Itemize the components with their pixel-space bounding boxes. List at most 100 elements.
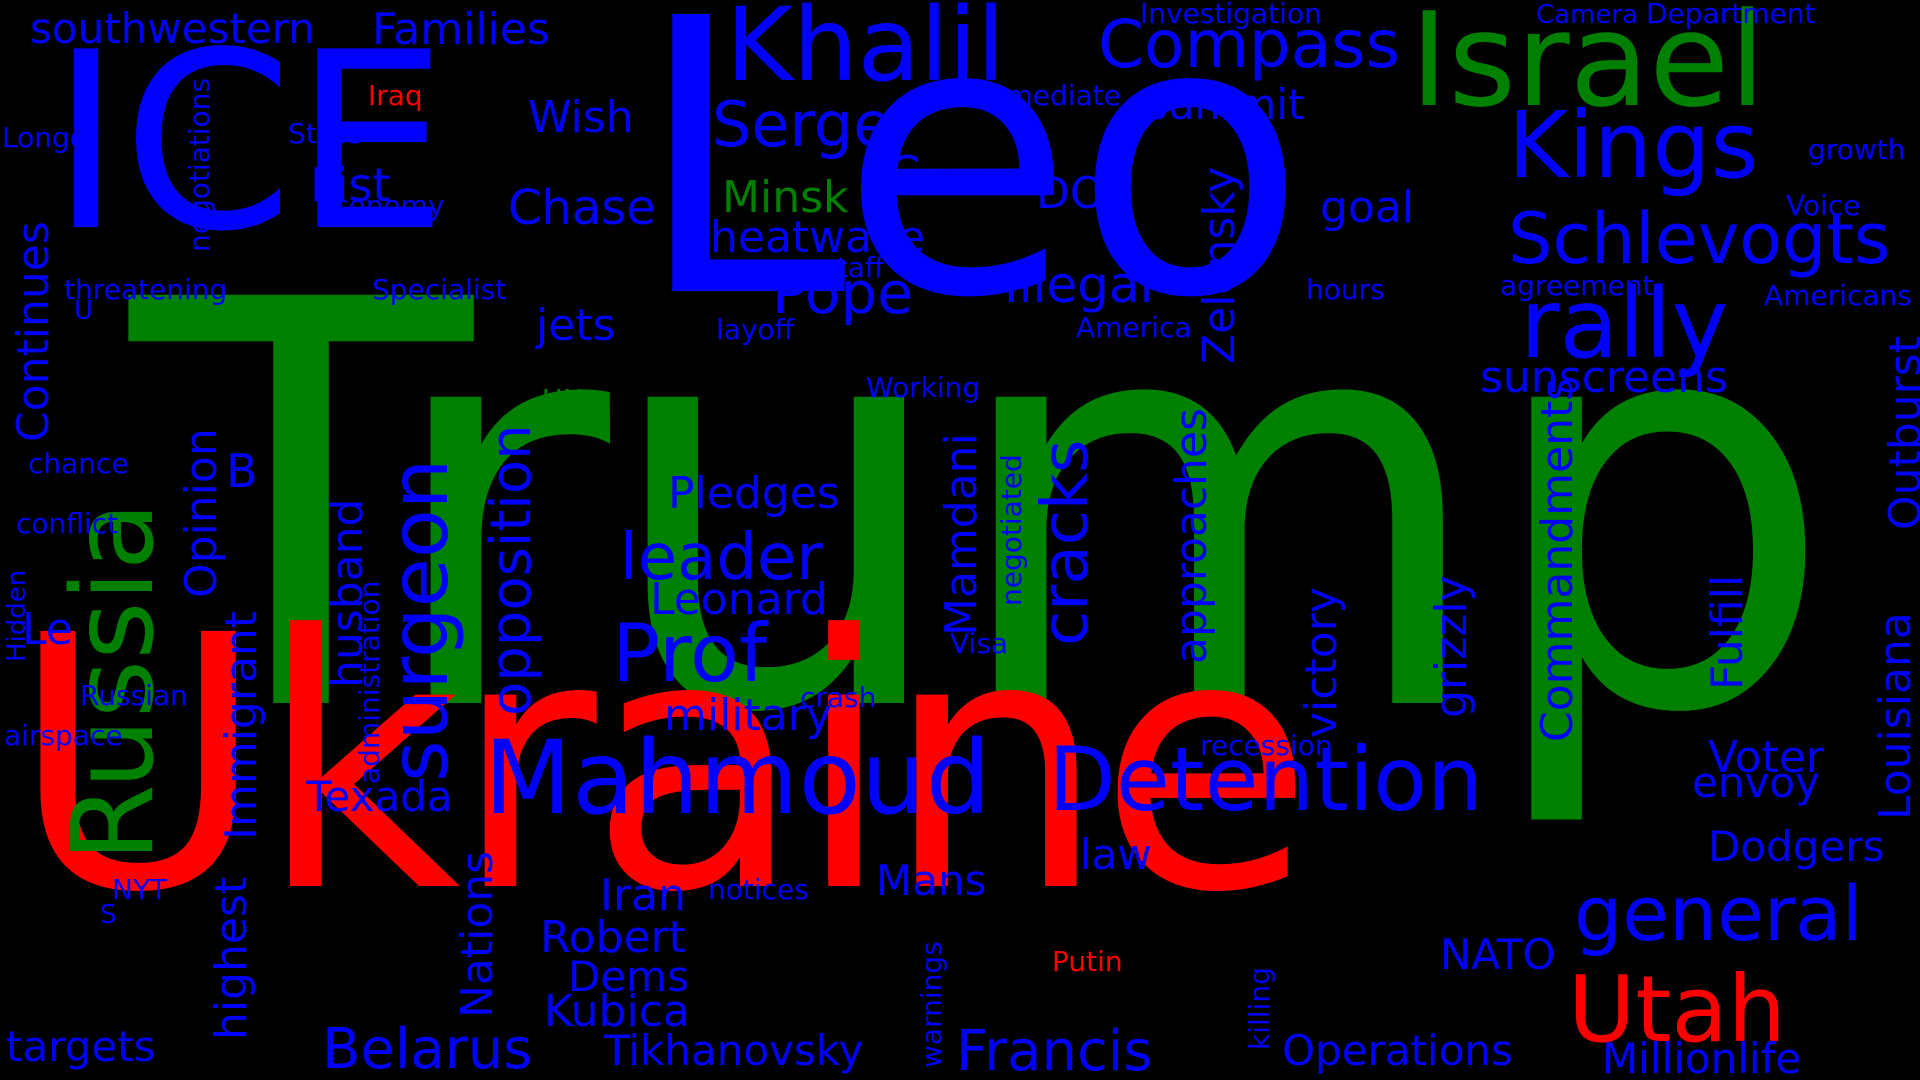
word-mahmoud: Mahmoud <box>484 719 991 838</box>
word-highest: highest <box>206 876 257 1040</box>
word-nations: Nations <box>452 850 503 1018</box>
word-texada: Texada <box>306 772 453 821</box>
word-visa: Visa <box>950 627 1009 660</box>
word-tikhanovsky: Tikhanovsky <box>604 1026 864 1075</box>
word-conflict: conflict <box>16 507 119 540</box>
word-immediate: Immediate <box>970 79 1121 112</box>
word-utah: Utah <box>1568 956 1787 1063</box>
word-law: law <box>1080 830 1152 879</box>
word-camera: Camera <box>1536 0 1639 30</box>
word-francis: Francis <box>956 1019 1153 1080</box>
word-layoff: layoff <box>716 313 794 346</box>
word-iraq: Iraq <box>368 79 423 112</box>
word-b: B <box>226 444 258 498</box>
word-leo: Leo <box>635 0 1307 381</box>
word-cracks: cracks <box>1029 439 1103 646</box>
word-growth: growth <box>1808 133 1906 166</box>
word-russian: Russian <box>80 679 188 712</box>
word-nato: NATO <box>1440 930 1556 979</box>
word-opposition: opposition <box>479 424 544 716</box>
word-c: C <box>888 146 921 200</box>
word-wish: Wish <box>528 92 634 143</box>
word-staff: staff <box>822 251 885 284</box>
word-military: military <box>664 690 832 741</box>
word-voter: Voter <box>1708 732 1825 783</box>
word-ukraine: Ukraine <box>10 561 1314 969</box>
word-envoy: envoy <box>1692 758 1820 807</box>
word-doj: DOJ <box>1036 168 1118 219</box>
word-grizzly: grizzly <box>1426 575 1477 718</box>
word-surgeon: surgeon <box>373 458 466 782</box>
word-hidden: Hidden <box>2 569 32 662</box>
word-kings: Kings <box>1508 92 1759 199</box>
word-approaches: approaches <box>1166 408 1217 664</box>
word-prof: Prof <box>612 607 768 700</box>
word-robert: Robert <box>540 912 686 963</box>
word-investigation: Investigation <box>1140 0 1322 30</box>
word-dems: Dems <box>568 952 689 1001</box>
word-airspace: airspace <box>4 719 123 752</box>
word-u: U <box>74 296 94 326</box>
word-economy: economy <box>316 189 445 222</box>
word-rally: rally <box>1520 268 1729 380</box>
word-khalil: Khalil <box>726 0 1006 105</box>
word-minsk: Minsk <box>722 172 849 223</box>
word-killing: killing <box>1243 967 1276 1050</box>
word-families: Families <box>372 4 550 55</box>
word-un: UN <box>542 383 584 416</box>
word-le: Le <box>22 604 73 655</box>
word-millionlife: Millionlife <box>1602 1034 1802 1080</box>
word-state: State <box>288 117 363 150</box>
word-fulfill: Fulfill <box>1702 574 1753 690</box>
word-voice: Voice <box>1786 189 1861 222</box>
word-recession: recession <box>1200 729 1333 762</box>
word-mans: Mans <box>876 856 987 905</box>
word-warnings: warnings <box>915 941 948 1068</box>
word-ice: ICE <box>50 0 449 285</box>
word-outburst: Outburst <box>1880 336 1920 530</box>
word-victory: victory <box>1296 587 1347 738</box>
word-belarus: Belarus <box>322 1017 533 1080</box>
word-compass: Compass <box>1098 6 1400 83</box>
word-illegal: Illegal <box>1004 256 1154 314</box>
word-leader: leader <box>620 521 823 595</box>
word-targets: targets <box>6 1022 156 1071</box>
word-negotiations: negotiations <box>183 77 216 252</box>
word-chase: Chase <box>508 180 656 236</box>
word-dodgers: Dodgers <box>1708 822 1885 871</box>
word-schlevogts: Schlevogts <box>1508 198 1891 280</box>
word-department: Department <box>1646 0 1816 30</box>
word-s: S <box>100 900 117 930</box>
word-summit: summit <box>1146 80 1305 129</box>
word-pledges: Pledges <box>668 468 840 519</box>
word-threatening: threatening <box>64 273 228 306</box>
word-americans: Americans <box>1764 279 1912 312</box>
word-zelensky: Zelensky <box>1194 166 1245 364</box>
word-detention: Detention <box>1048 728 1483 831</box>
word-america: America <box>1076 311 1192 344</box>
word-putin: Putin <box>1052 945 1123 978</box>
word-agreement: agreement <box>1500 269 1654 302</box>
word-jets: jets <box>536 300 616 351</box>
word-mamdani: Mamdani <box>936 433 987 636</box>
word-heatwave: heatwave <box>710 212 926 263</box>
word-pope: Pope <box>772 259 913 327</box>
word-notices: notices <box>708 873 809 906</box>
word-operations: Operations <box>1282 1026 1513 1075</box>
word-hours: hours <box>1306 273 1385 306</box>
word-sunscreens: sunscreens <box>1480 352 1728 403</box>
word-negotiated: negotiated <box>995 454 1028 606</box>
word-leonard: Leonard <box>650 574 828 625</box>
word-longer: Longer <box>2 121 99 154</box>
word-louisiana: Louisiana <box>1870 612 1920 820</box>
word-chance: chance <box>28 447 129 480</box>
word-general: general <box>1574 869 1863 958</box>
word-israel: Israel <box>1410 0 1766 136</box>
word-specialist: Specialist <box>372 273 507 306</box>
word-continues: Continues <box>8 221 59 442</box>
word-opinion: Opinion <box>176 428 227 598</box>
word-trump: Trump <box>130 184 1836 836</box>
word-immigrant: Immigrant <box>216 610 267 840</box>
word-nyt: NYT <box>112 873 168 906</box>
